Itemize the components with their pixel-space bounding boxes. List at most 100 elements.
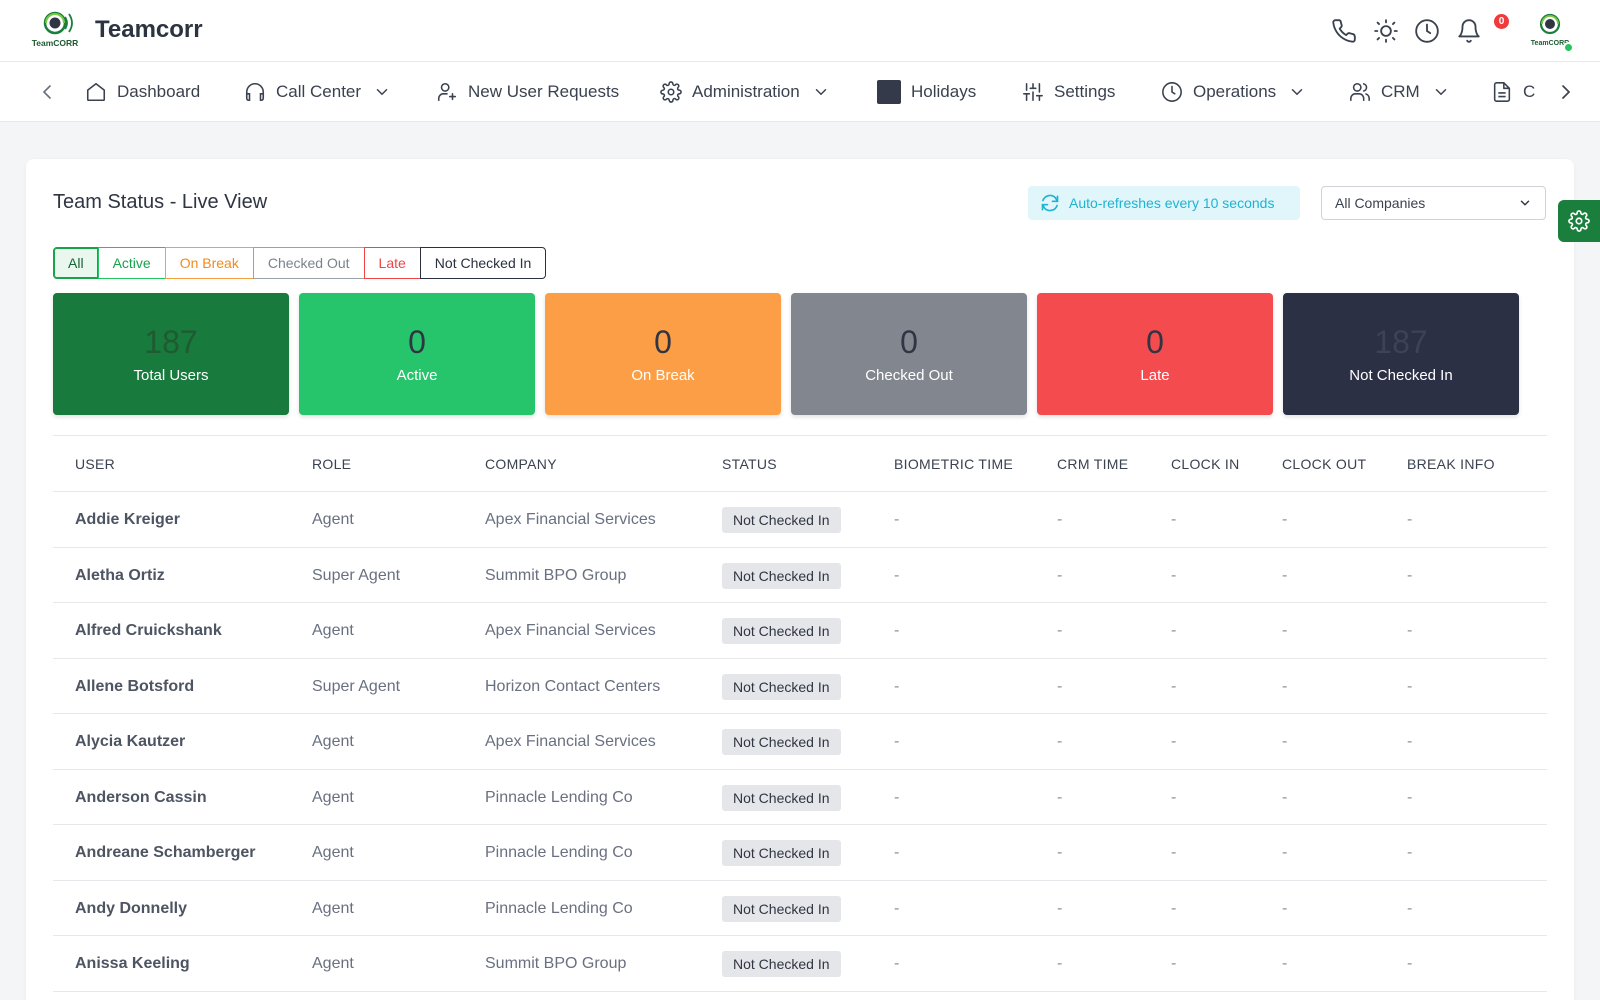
cell-user[interactable]: Aletha Ortiz	[75, 566, 165, 584]
phone-icon[interactable]	[1331, 18, 1357, 44]
column-header-clock-out[interactable]: CLOCK OUT	[1282, 456, 1367, 472]
filter-checked-out-button[interactable]: Checked Out	[252, 247, 365, 279]
nav-item-label: Operations	[1193, 82, 1277, 101]
nav-scroll-right-icon[interactable]	[1553, 80, 1577, 104]
cell-break-info: -	[1407, 622, 1413, 639]
home-icon	[86, 82, 106, 102]
nav-item-crm[interactable]: CRM	[1349, 62, 1450, 121]
cell-clock-in: -	[1171, 733, 1177, 750]
nav-item-dashboard[interactable]: Dashboard	[85, 62, 200, 121]
table-row[interactable]: Alycia Kautzer Agent Apex Financial Servic…	[53, 714, 1547, 770]
logo-text: TeamCORR	[32, 38, 79, 48]
auto-refresh-indicator: Auto-refreshes every 10 seconds	[1028, 186, 1300, 220]
table-row[interactable]: Aletha Ortiz Super Agent Summit BPO Group N…	[53, 548, 1547, 603]
table-row[interactable]: Allene Botsford Super Agent Horizon Contac…	[53, 659, 1547, 714]
cell-clock-out: -	[1282, 622, 1288, 639]
cell-company: Summit BPO Group	[485, 566, 627, 584]
nav-item-label: C	[1523, 82, 1536, 101]
bell-icon[interactable]	[1456, 18, 1482, 44]
nav-item-call-center[interactable]: Call Center	[244, 62, 391, 121]
cell-biometric-time: -	[894, 622, 900, 639]
filter-late-button[interactable]: Late	[363, 247, 421, 279]
cell-clock-in: -	[1171, 622, 1177, 639]
stat-not-checked-in[interactable]: 187 Not Checked In	[1283, 293, 1519, 415]
stat-value: 187	[144, 324, 198, 360]
table-row[interactable]: Addie Kreiger Agent Apex Financial Service…	[53, 492, 1547, 548]
stat-total-users[interactable]: 187 Total Users	[53, 293, 289, 415]
status-badge: Not Checked In	[722, 507, 841, 533]
cell-crm-time: -	[1057, 844, 1063, 861]
teamcorr-logo[interactable]: TeamCORR	[28, 10, 82, 52]
status-badge: Not Checked In	[722, 951, 841, 977]
filter-not-checked-in-button[interactable]: Not Checked In	[419, 247, 547, 279]
cell-biometric-time: -	[894, 511, 900, 528]
page-title: Team Status - Live View	[53, 191, 268, 213]
refresh-note: Auto-refreshes every 10 seconds	[1069, 195, 1275, 211]
column-header-crm-time[interactable]: CRM TIME	[1057, 456, 1129, 472]
column-header-status[interactable]: STATUS	[722, 456, 777, 472]
cell-role: Agent	[312, 955, 354, 972]
filter-on-break-button[interactable]: On Break	[164, 247, 254, 279]
cell-biometric-time: -	[894, 844, 900, 861]
chevron-down-icon	[815, 89, 826, 96]
cell-user[interactable]: Allene Botsford	[75, 677, 195, 695]
nav-scroll-left-icon[interactable]	[36, 80, 60, 104]
column-header-company[interactable]: COMPANY	[485, 456, 557, 472]
cell-clock-out: -	[1282, 788, 1288, 806]
cell-company: Pinnacle Lending Co	[485, 844, 633, 861]
sun-icon[interactable]	[1373, 18, 1399, 44]
table-row[interactable]: Anissa Keeling Agent Summit BPO Group Not C…	[53, 936, 1547, 992]
nav-item-settings[interactable]: Settings	[1022, 62, 1115, 121]
column-header-role[interactable]: ROLE	[312, 456, 352, 472]
nav-item-new-user-requests[interactable]: New User Requests	[436, 62, 619, 121]
nav-item-c[interactable]: C	[1491, 62, 1536, 121]
table-row[interactable]: Andreane Schamberger Agent Pinnacle Lendin…	[53, 825, 1547, 881]
cell-biometric-time: -	[894, 733, 900, 750]
filter-active-button[interactable]: Active	[97, 247, 166, 279]
cell-user[interactable]: Addie Kreiger	[75, 511, 180, 528]
cell-break-info: -	[1407, 955, 1413, 972]
stat-label: On Break	[631, 367, 695, 384]
top-header: TeamCORR Teamcorr 0 TeamCORR	[0, 0, 1600, 62]
cell-user[interactable]: Alycia Kautzer	[75, 733, 186, 750]
stat-late[interactable]: 0 Late	[1037, 293, 1273, 415]
stat-checked-out[interactable]: 0 Checked Out	[791, 293, 1027, 415]
column-header-biometric-time[interactable]: BIOMETRIC TIME	[894, 456, 1014, 472]
document-icon	[1493, 82, 1511, 102]
filter-all-button[interactable]: All	[53, 247, 99, 279]
stat-on-break[interactable]: 0 On Break	[545, 293, 781, 415]
table-row[interactable]: Anderson Cassin Agent Pinnacle Lending Co N…	[53, 770, 1547, 825]
company-filter-select[interactable]: All Companies	[1321, 186, 1546, 220]
cell-clock-in: -	[1171, 788, 1177, 806]
cell-user[interactable]: Anderson Cassin	[75, 788, 207, 806]
column-header-clock-in[interactable]: CLOCK IN	[1171, 456, 1240, 472]
cell-clock-out: -	[1282, 955, 1288, 972]
cell-user[interactable]: Anissa Keeling	[75, 955, 190, 972]
status-badge: Not Checked In	[722, 673, 841, 700]
nav-item-administration[interactable]: Administration	[660, 62, 830, 121]
user-avatar[interactable]: TeamCORR	[1528, 10, 1572, 54]
avatar-logo-text: TeamCORR	[1531, 40, 1569, 47]
chevron-down-icon	[1520, 200, 1530, 206]
table-row[interactable]: Alfred Cruickshank Agent Apex Financial Se…	[53, 603, 1547, 659]
cell-crm-time: -	[1057, 788, 1063, 806]
table-row[interactable]: Andy Donnelly Agent Pinnacle Lending Co Not…	[53, 881, 1547, 936]
cell-user[interactable]: Alfred Cruickshank	[75, 622, 222, 639]
nav-item-operations[interactable]: Operations	[1161, 62, 1306, 121]
clock-icon[interactable]	[1414, 18, 1440, 44]
cell-user[interactable]: Andy Donnelly	[75, 899, 188, 917]
column-header-user[interactable]: USER	[75, 456, 116, 472]
sliders-icon	[1023, 82, 1043, 102]
stat-active[interactable]: 0 Active	[299, 293, 535, 415]
nav-item-holidays[interactable]: Holidays	[877, 62, 976, 121]
cell-user[interactable]: Andreane Schamberger	[75, 844, 256, 861]
cell-crm-time: -	[1057, 511, 1063, 528]
column-header-break-info[interactable]: BREAK INFO	[1407, 456, 1495, 472]
status-badge: Not Checked In	[722, 729, 841, 755]
cell-crm-time: -	[1057, 566, 1063, 584]
cell-clock-out: -	[1282, 566, 1288, 584]
headset-icon	[245, 83, 265, 102]
users-icon	[1350, 82, 1370, 102]
cell-clock-in: -	[1171, 566, 1177, 584]
settings-drawer-button[interactable]	[1558, 200, 1600, 242]
